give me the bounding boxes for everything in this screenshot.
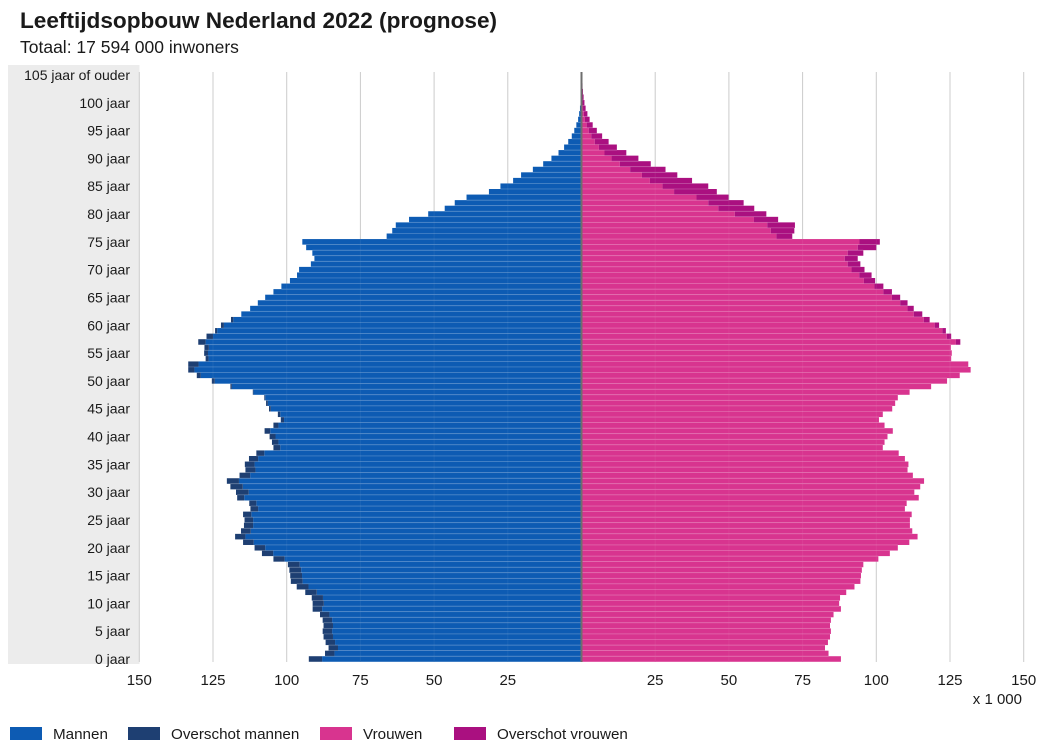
- svg-text:Overschot vrouwen: Overschot vrouwen: [497, 726, 628, 743]
- svg-text:Overschot mannen: Overschot mannen: [171, 726, 299, 743]
- svg-text:150: 150: [127, 672, 152, 689]
- svg-text:60 jaar: 60 jaar: [87, 317, 130, 333]
- svg-text:Mannen: Mannen: [53, 726, 108, 743]
- svg-text:25: 25: [499, 672, 516, 689]
- svg-text:Leeftijdsopbouw Nederland 2022: Leeftijdsopbouw Nederland 2022 (prognose…: [20, 8, 497, 33]
- svg-text:25 jaar: 25 jaar: [87, 512, 130, 528]
- svg-text:65 jaar: 65 jaar: [87, 289, 130, 305]
- svg-text:80 jaar: 80 jaar: [87, 206, 130, 222]
- svg-text:150: 150: [1011, 672, 1036, 689]
- svg-text:100: 100: [864, 672, 889, 689]
- svg-text:100: 100: [274, 672, 299, 689]
- svg-text:35 jaar: 35 jaar: [87, 456, 130, 472]
- svg-text:Totaal: 17 594 000 inwoners: Totaal: 17 594 000 inwoners: [20, 37, 239, 57]
- svg-text:x 1 000: x 1 000: [973, 691, 1022, 708]
- svg-text:75 jaar: 75 jaar: [87, 234, 130, 250]
- svg-text:75: 75: [352, 672, 369, 689]
- svg-text:25: 25: [647, 672, 664, 689]
- svg-text:50: 50: [721, 672, 738, 689]
- svg-text:10 jaar: 10 jaar: [87, 595, 130, 611]
- svg-text:125: 125: [200, 672, 225, 689]
- svg-text:55 jaar: 55 jaar: [87, 345, 130, 361]
- svg-text:5 jaar: 5 jaar: [95, 623, 130, 639]
- svg-text:40 jaar: 40 jaar: [87, 429, 130, 445]
- svg-text:Vrouwen: Vrouwen: [363, 726, 422, 743]
- svg-text:15 jaar: 15 jaar: [87, 568, 130, 584]
- svg-text:125: 125: [937, 672, 962, 689]
- svg-text:100 jaar: 100 jaar: [79, 95, 130, 111]
- svg-text:0 jaar: 0 jaar: [95, 651, 130, 667]
- svg-text:105 jaar of ouder: 105 jaar of ouder: [24, 67, 130, 83]
- svg-text:90 jaar: 90 jaar: [87, 150, 130, 166]
- svg-text:50: 50: [426, 672, 443, 689]
- svg-text:75: 75: [794, 672, 811, 689]
- svg-text:85 jaar: 85 jaar: [87, 178, 130, 194]
- svg-text:20 jaar: 20 jaar: [87, 540, 130, 556]
- svg-text:45 jaar: 45 jaar: [87, 401, 130, 417]
- svg-text:30 jaar: 30 jaar: [87, 484, 130, 500]
- svg-text:95 jaar: 95 jaar: [87, 123, 130, 139]
- svg-text:70 jaar: 70 jaar: [87, 262, 130, 278]
- svg-text:50 jaar: 50 jaar: [87, 373, 130, 389]
